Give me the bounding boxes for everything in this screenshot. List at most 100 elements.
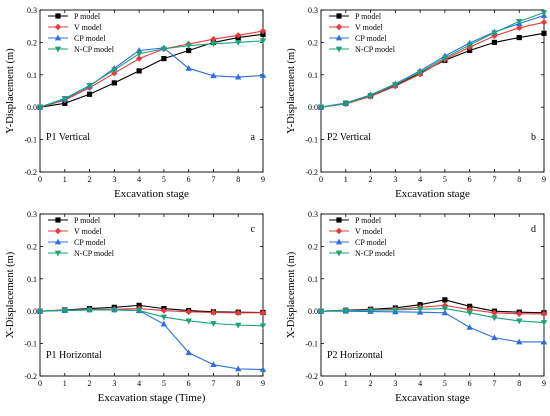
- data-point: [516, 34, 522, 41]
- x-tick-label: 3: [112, 175, 116, 184]
- y-axis-label: Y-Displacement (m): [5, 48, 16, 134]
- data-point: [541, 30, 547, 36]
- data-point: [235, 322, 242, 329]
- data-point: [540, 310, 548, 317]
- data-point: [491, 30, 498, 37]
- y-tick-label: -0.2: [24, 372, 37, 381]
- panel-annotation: P1 Horizontal: [46, 350, 102, 361]
- data-point: [516, 24, 523, 32]
- series-n-cp-model: [36, 307, 267, 330]
- data-point: [160, 307, 168, 314]
- data-point: [161, 56, 167, 62]
- y-tick-label: 0.1: [308, 71, 318, 80]
- legend: P model V model CP model N-CP model: [329, 12, 396, 54]
- panel-d: 0 1 2 3 4 5 6 7 8 9 -0.2 -0.1 0.0 0.1 0.2 0.3 Excavation…: [286, 210, 548, 404]
- series-cp-model: [36, 306, 267, 372]
- data-point: [210, 361, 217, 368]
- legend-entry: P model: [355, 216, 382, 225]
- y-axis-label: Y-Displacement (m): [286, 48, 297, 134]
- data-point: [259, 366, 267, 372]
- data-point: [160, 320, 168, 327]
- data-point: [160, 314, 168, 321]
- legend-marker: [335, 238, 343, 245]
- data-point: [111, 80, 117, 86]
- data-point: [441, 309, 449, 316]
- data-point: [185, 308, 192, 316]
- series-line: [321, 310, 544, 343]
- series-v-model: [36, 27, 267, 111]
- data-point: [86, 307, 93, 314]
- series-p-model: [37, 31, 266, 110]
- data-point: [36, 104, 44, 111]
- data-point: [62, 100, 68, 106]
- y-axis-label: X-Displacement (m): [5, 251, 16, 338]
- x-tick-label: 5: [162, 175, 166, 184]
- data-point: [260, 31, 266, 37]
- panel-letter: c: [251, 224, 256, 235]
- data-point: [135, 55, 143, 62]
- legend: P model V model CP model N-CP model: [48, 216, 115, 258]
- legend-marker: [54, 227, 62, 235]
- panel-c: 0 1 2 3 4 5 6 7 8 9 -0.2 -0.1 0.0 0.1 0.2 0.3 Excavation…: [5, 210, 267, 404]
- data-point: [210, 41, 217, 48]
- y-tick-label: 0.0: [308, 103, 318, 112]
- panel-letter: d: [531, 224, 536, 235]
- y-tick-label: -0.1: [305, 136, 318, 145]
- legend-entry: P model: [355, 12, 382, 21]
- y-tick-label: 0.2: [308, 242, 318, 251]
- legend-entry: N-CP model: [74, 45, 115, 54]
- y-tick-label: -0.1: [305, 340, 318, 349]
- series-n-cp-model: [317, 306, 548, 326]
- data-point: [259, 323, 267, 330]
- x-tick-label: 3: [393, 175, 397, 184]
- data-point: [441, 55, 449, 62]
- legend-marker: [55, 13, 61, 19]
- legend-entry: CP model: [355, 238, 387, 247]
- data-point: [235, 309, 242, 317]
- data-point: [467, 303, 473, 309]
- data-point: [367, 307, 374, 314]
- plot-frame: [320, 213, 545, 377]
- data-point: [516, 310, 523, 317]
- data-point: [467, 47, 473, 54]
- x-tick-label: 0: [38, 175, 42, 184]
- legend-entry: N-CP model: [355, 249, 396, 258]
- x-tick-label: 0: [319, 379, 323, 388]
- legend-entry: N-CP model: [74, 249, 115, 258]
- data-point: [136, 68, 142, 74]
- x-tick-label: 5: [443, 379, 447, 388]
- legend-marker: [335, 23, 343, 31]
- y-tick-label: 0.0: [27, 103, 37, 112]
- data-point: [259, 72, 267, 78]
- legend-marker: [55, 217, 61, 223]
- series-line: [320, 21, 545, 108]
- y-tick-label: 0.3: [27, 6, 37, 15]
- data-point: [86, 91, 93, 97]
- series-line: [39, 47, 264, 108]
- x-tick-label: 2: [88, 379, 92, 388]
- data-point: [491, 309, 498, 317]
- data-point: [342, 308, 349, 314]
- y-tick-label: 0.2: [308, 38, 318, 47]
- x-axis-label: Excavation stage: [114, 188, 189, 200]
- legend-marker: [54, 250, 62, 257]
- y-tick-label: 0.2: [27, 242, 37, 251]
- x-tick-label: 9: [542, 175, 546, 184]
- x-tick-label: 4: [418, 379, 422, 388]
- y-tick-label: 0.3: [27, 210, 37, 219]
- data-point: [235, 32, 242, 39]
- panel-annotation: P2 Horizontal: [327, 350, 383, 361]
- data-point: [491, 334, 498, 341]
- data-point: [540, 19, 548, 26]
- x-tick-label: 2: [369, 379, 373, 388]
- legend-marker: [54, 34, 62, 41]
- y-tick-label: 0.0: [27, 307, 37, 316]
- x-tick-label: 4: [137, 175, 141, 184]
- data-point: [86, 83, 93, 89]
- legend-marker: [336, 217, 342, 223]
- panel-annotation: P1 Vertical: [46, 132, 90, 143]
- legend-entry: CP model: [74, 238, 106, 247]
- legend-marker: [54, 46, 62, 53]
- series-n-cp-model: [36, 38, 267, 111]
- y-tick-label: 0.3: [308, 6, 318, 15]
